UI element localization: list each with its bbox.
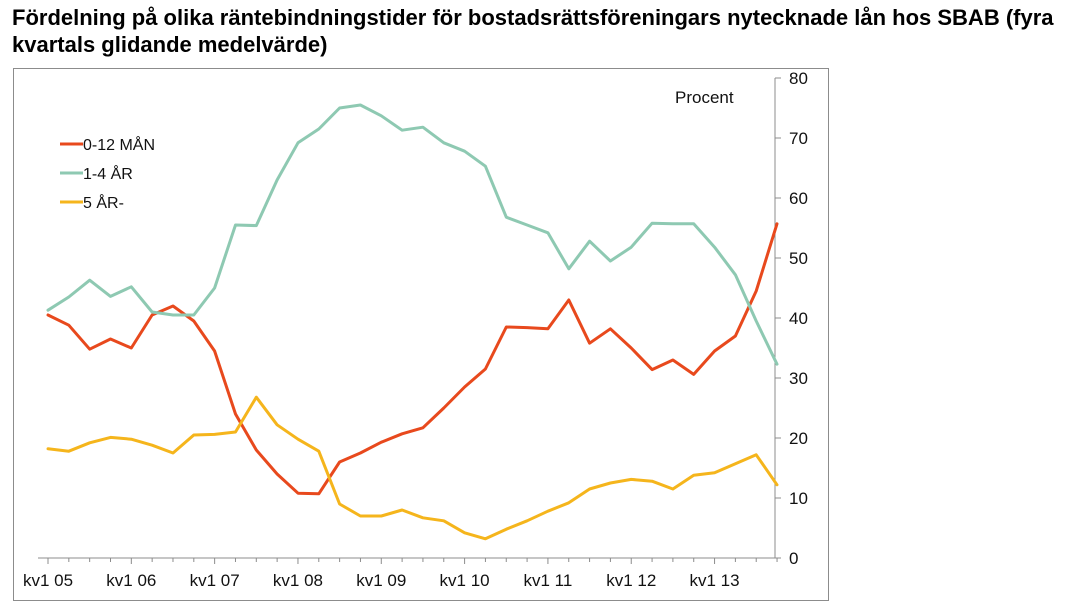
y-tick-label: 0 [789,549,798,568]
y-axis-ticks: 0 10 20 30 40 50 60 70 80 [775,69,808,568]
legend: 0-12 MÅN 1-4 ÅR 5 ÅR- [60,135,155,212]
x-tick-label: kv1 06 [106,571,156,590]
legend-label: 1-4 ÅR [83,164,133,183]
series-line-2 [46,103,779,366]
x-tick-label: kv1 13 [690,571,740,590]
y-tick-label: 30 [789,369,808,388]
x-tick-label: kv1 12 [606,571,656,590]
legend-label: 0-12 MÅN [83,135,155,154]
chart-title: Fördelning på olika räntebindningstider … [12,5,1054,57]
legend-label: 5 ÅR- [83,193,124,212]
x-tick-label: kv1 05 [23,571,73,590]
x-tick-label: kv1 11 [524,571,573,590]
x-tick-label: kv1 10 [440,571,490,590]
x-tick-label: kv1 07 [190,571,240,590]
y-tick-label: 20 [789,429,808,448]
y-tick-label: 80 [789,69,808,88]
y-tick-label: 70 [789,129,808,148]
x-tick-label: kv1 09 [356,571,406,590]
y-tick-label: 60 [789,189,808,208]
series-line-1 [46,222,779,496]
y-tick-label: 10 [789,489,808,508]
chart-area: 0 10 20 30 40 50 60 70 80 kv1 05 kv1 06 kv1 07 kv1 … [13,68,829,601]
y-tick-label: 50 [789,249,808,268]
plot-border [13,68,829,601]
unit-label: Procent [675,88,734,107]
series-lines [46,103,779,541]
y-tick-label: 40 [789,309,808,328]
x-axis-ticks: kv1 05 kv1 06 kv1 07 kv1 08 kv1 09 kv1 10 kv1 … [23,558,778,590]
x-tick-label: kv1 08 [273,571,323,590]
series-line-3 [46,395,779,541]
